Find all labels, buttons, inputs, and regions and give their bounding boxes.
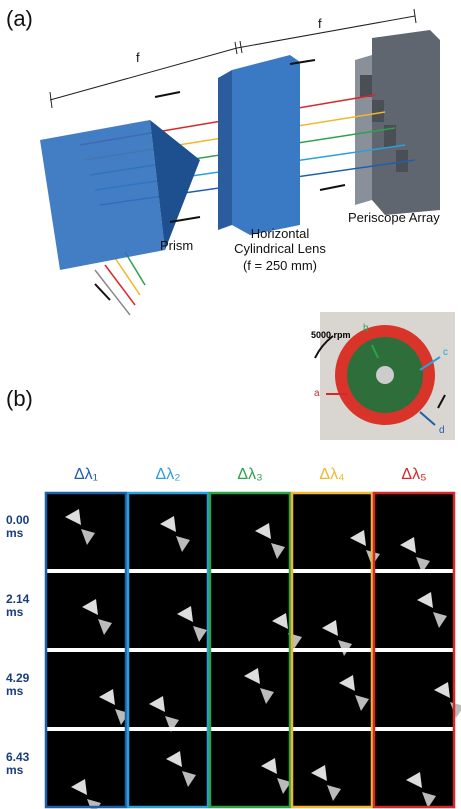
- marker-label: a: [314, 388, 320, 399]
- column-header: Δλ₁: [45, 466, 127, 484]
- figure-graphics: [0, 0, 461, 809]
- row-label: 2.14 ms: [6, 593, 42, 619]
- lens-label: Horizontal Cylindrical Lens: [225, 226, 335, 256]
- prism: [40, 120, 165, 270]
- row-label: 0.00 ms: [6, 514, 42, 540]
- panel-label: (b): [6, 386, 33, 412]
- figure: (a) f f Prism Horizontal Cylindrical Len…: [0, 0, 461, 809]
- periscope-label: Periscope Array: [348, 210, 440, 225]
- marker-label: c: [443, 347, 448, 358]
- cylindrical-lens: [232, 55, 300, 235]
- row-separator: [45, 569, 455, 573]
- row-label: 6.43 ms: [6, 751, 42, 777]
- row-separator: [45, 648, 455, 652]
- row-separator: [45, 727, 455, 731]
- focal-label: f: [136, 50, 140, 65]
- row-label: 4.29 ms: [6, 672, 42, 698]
- prism-label: Prism: [160, 238, 193, 253]
- column-header: Δλ₄: [291, 466, 373, 484]
- dimension-line: [50, 48, 237, 100]
- lens-focal-label: (f = 250 mm): [225, 258, 335, 273]
- panel-label: (a): [6, 6, 33, 32]
- column-header: Δλ₃: [209, 466, 291, 484]
- marker-label: d: [439, 425, 445, 436]
- marker-label: b: [363, 323, 369, 334]
- column-header: Δλ₂: [127, 466, 209, 484]
- focal-label: f: [318, 16, 322, 31]
- periscope-array: [372, 30, 440, 215]
- speed-label: 5000 rpm: [311, 330, 351, 340]
- column-header: Δλ₅: [373, 466, 455, 484]
